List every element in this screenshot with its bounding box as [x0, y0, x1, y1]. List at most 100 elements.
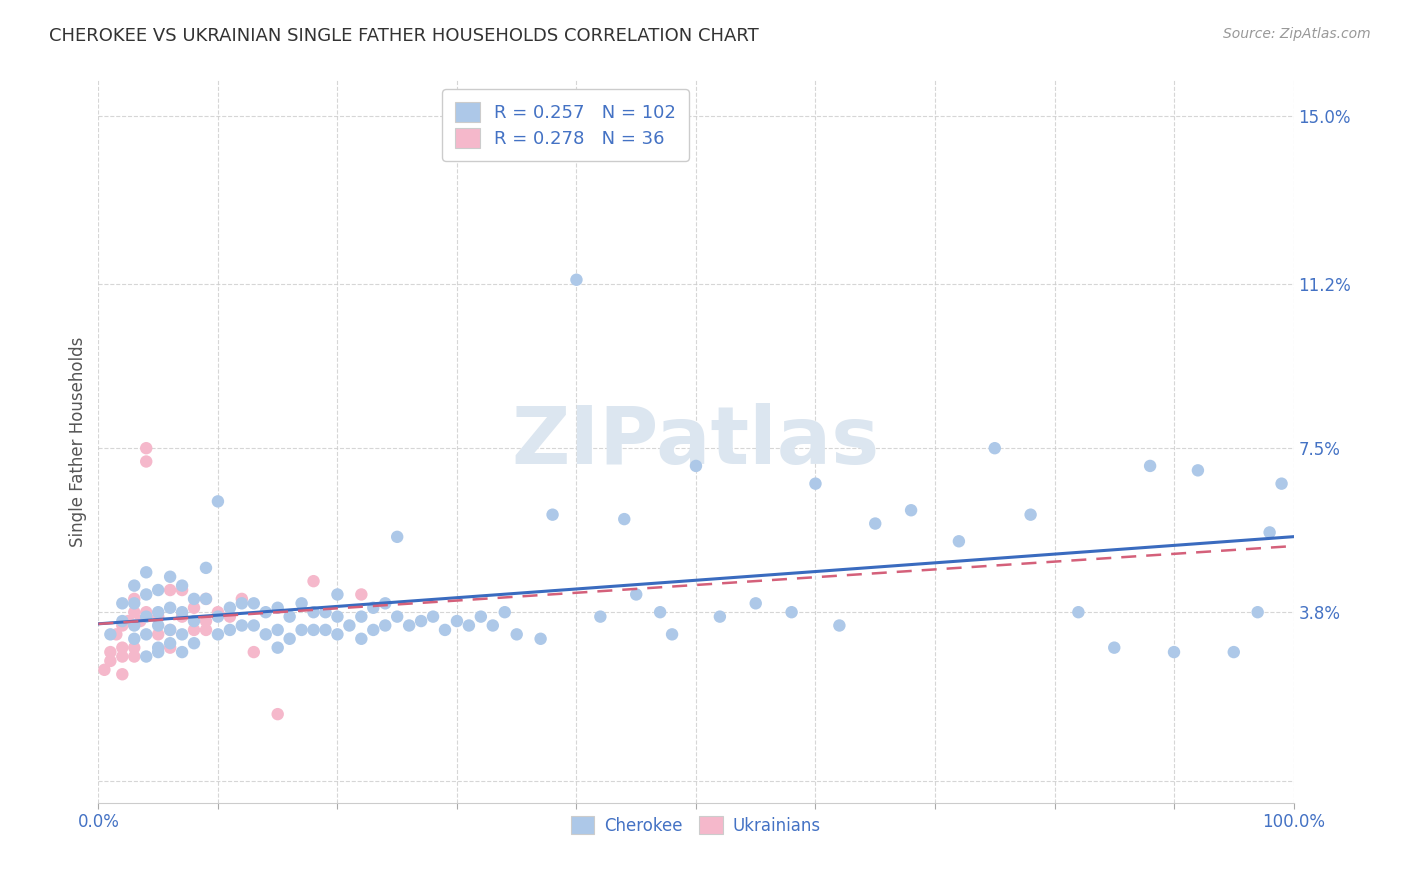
Point — [98, 645, 122, 659]
Point — [350, 587, 373, 601]
Point — [804, 476, 827, 491]
Point — [326, 609, 349, 624]
Point — [195, 591, 218, 606]
Point — [111, 640, 134, 655]
Point — [159, 600, 181, 615]
Point — [243, 645, 266, 659]
Point — [207, 627, 229, 641]
Point — [231, 596, 253, 610]
Point — [159, 636, 181, 650]
Point — [385, 530, 409, 544]
Text: CHEROKEE VS UKRAINIAN SINGLE FATHER HOUSEHOLDS CORRELATION CHART: CHEROKEE VS UKRAINIAN SINGLE FATHER HOUS… — [49, 27, 759, 45]
Point — [350, 609, 373, 624]
Point — [124, 596, 146, 610]
Point — [207, 609, 229, 624]
Point — [1139, 458, 1161, 473]
Point — [148, 609, 170, 624]
Point — [709, 609, 731, 624]
Point — [183, 614, 205, 628]
Point — [129, 614, 152, 628]
Point — [363, 600, 385, 615]
Point — [315, 623, 337, 637]
Point — [124, 618, 146, 632]
Point — [111, 614, 134, 628]
Point — [124, 579, 146, 593]
Point — [278, 609, 301, 624]
Point — [135, 609, 157, 624]
Point — [530, 632, 553, 646]
Point — [148, 627, 170, 641]
Point — [111, 596, 134, 610]
Point — [135, 566, 157, 580]
Point — [111, 667, 134, 681]
Point — [374, 618, 396, 632]
Point — [135, 627, 157, 641]
Point — [339, 618, 361, 632]
Point — [398, 618, 420, 632]
Point — [626, 587, 648, 601]
Point — [183, 636, 205, 650]
Point — [685, 458, 707, 473]
Point — [422, 609, 444, 624]
Point — [302, 623, 325, 637]
Point — [135, 649, 157, 664]
Point — [172, 627, 194, 641]
Point — [195, 561, 218, 575]
Point — [148, 645, 170, 659]
Point — [159, 640, 181, 655]
Point — [267, 640, 290, 655]
Point — [195, 614, 218, 628]
Point — [195, 623, 218, 637]
Point — [172, 645, 194, 659]
Point — [291, 596, 314, 610]
Point — [315, 605, 337, 619]
Point — [1258, 525, 1281, 540]
Point — [1271, 476, 1294, 491]
Point — [302, 605, 325, 619]
Point — [148, 640, 170, 655]
Point — [900, 503, 922, 517]
Point — [111, 618, 134, 632]
Point — [219, 623, 242, 637]
Point — [458, 618, 481, 632]
Point — [278, 632, 301, 646]
Point — [613, 512, 636, 526]
Point — [254, 627, 277, 641]
Point — [124, 632, 146, 646]
Point — [434, 623, 457, 637]
Point — [159, 582, 181, 597]
Point — [135, 454, 157, 468]
Point — [661, 627, 683, 641]
Point — [183, 600, 205, 615]
Point — [243, 596, 266, 610]
Point — [219, 600, 242, 615]
Point — [159, 623, 181, 637]
Point — [565, 273, 588, 287]
Legend: Cherokee, Ukrainians: Cherokee, Ukrainians — [564, 809, 828, 841]
Point — [948, 534, 970, 549]
Y-axis label: Single Father Households: Single Father Households — [69, 336, 87, 547]
Point — [1067, 605, 1090, 619]
Point — [481, 618, 505, 632]
Point — [780, 605, 803, 619]
Point — [648, 605, 672, 619]
Point — [207, 494, 229, 508]
Point — [124, 591, 146, 606]
Point — [267, 623, 290, 637]
Point — [195, 591, 218, 606]
Point — [105, 627, 128, 641]
Point — [363, 623, 385, 637]
Point — [124, 640, 146, 655]
Point — [243, 618, 266, 632]
Point — [172, 582, 194, 597]
Point — [135, 587, 157, 601]
Point — [1104, 640, 1126, 655]
Point — [254, 605, 277, 619]
Point — [1187, 463, 1209, 477]
Point — [135, 605, 157, 619]
Point — [98, 627, 122, 641]
Point — [385, 609, 409, 624]
Point — [172, 605, 194, 619]
Point — [219, 609, 242, 624]
Point — [446, 614, 468, 628]
